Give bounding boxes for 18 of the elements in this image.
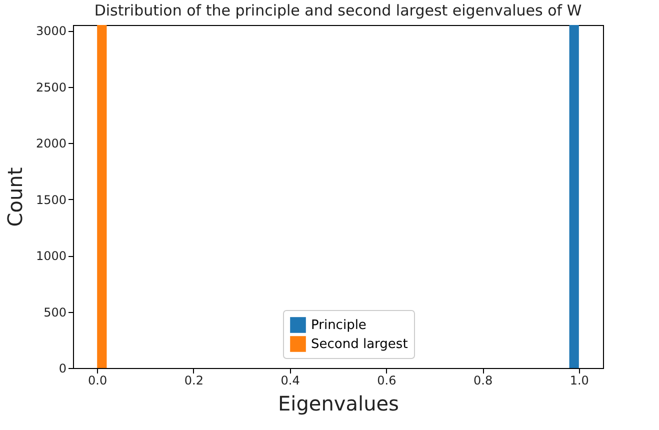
x-tick-label: 0.0	[88, 374, 108, 388]
x-tick-label: 0.2	[184, 374, 204, 388]
chart-title: Distribution of the principle and second largest eigenvalues of W	[94, 2, 582, 20]
y-tick-label: 3000	[36, 24, 66, 38]
y-tick-label: 500	[44, 305, 66, 320]
x-tick-label: 0.8	[474, 374, 493, 388]
x-tick-label: 1.0	[570, 374, 589, 388]
y-tick-label: 2500	[36, 80, 66, 94]
y-tick-label: 1500	[36, 192, 66, 207]
legend-label: Principle	[311, 318, 366, 333]
y-tick-label: 1000	[36, 249, 66, 264]
x-tick-label: 0.4	[280, 374, 300, 388]
y-tick-label: 2000	[36, 136, 66, 151]
y-axis-title: Count	[2, 167, 27, 227]
y-tick-label: 0	[58, 362, 66, 376]
x-tick-label: 0.6	[377, 374, 396, 388]
x-axis-title: Eigenvalues	[278, 392, 399, 416]
legend-label: Second largest	[311, 337, 408, 352]
